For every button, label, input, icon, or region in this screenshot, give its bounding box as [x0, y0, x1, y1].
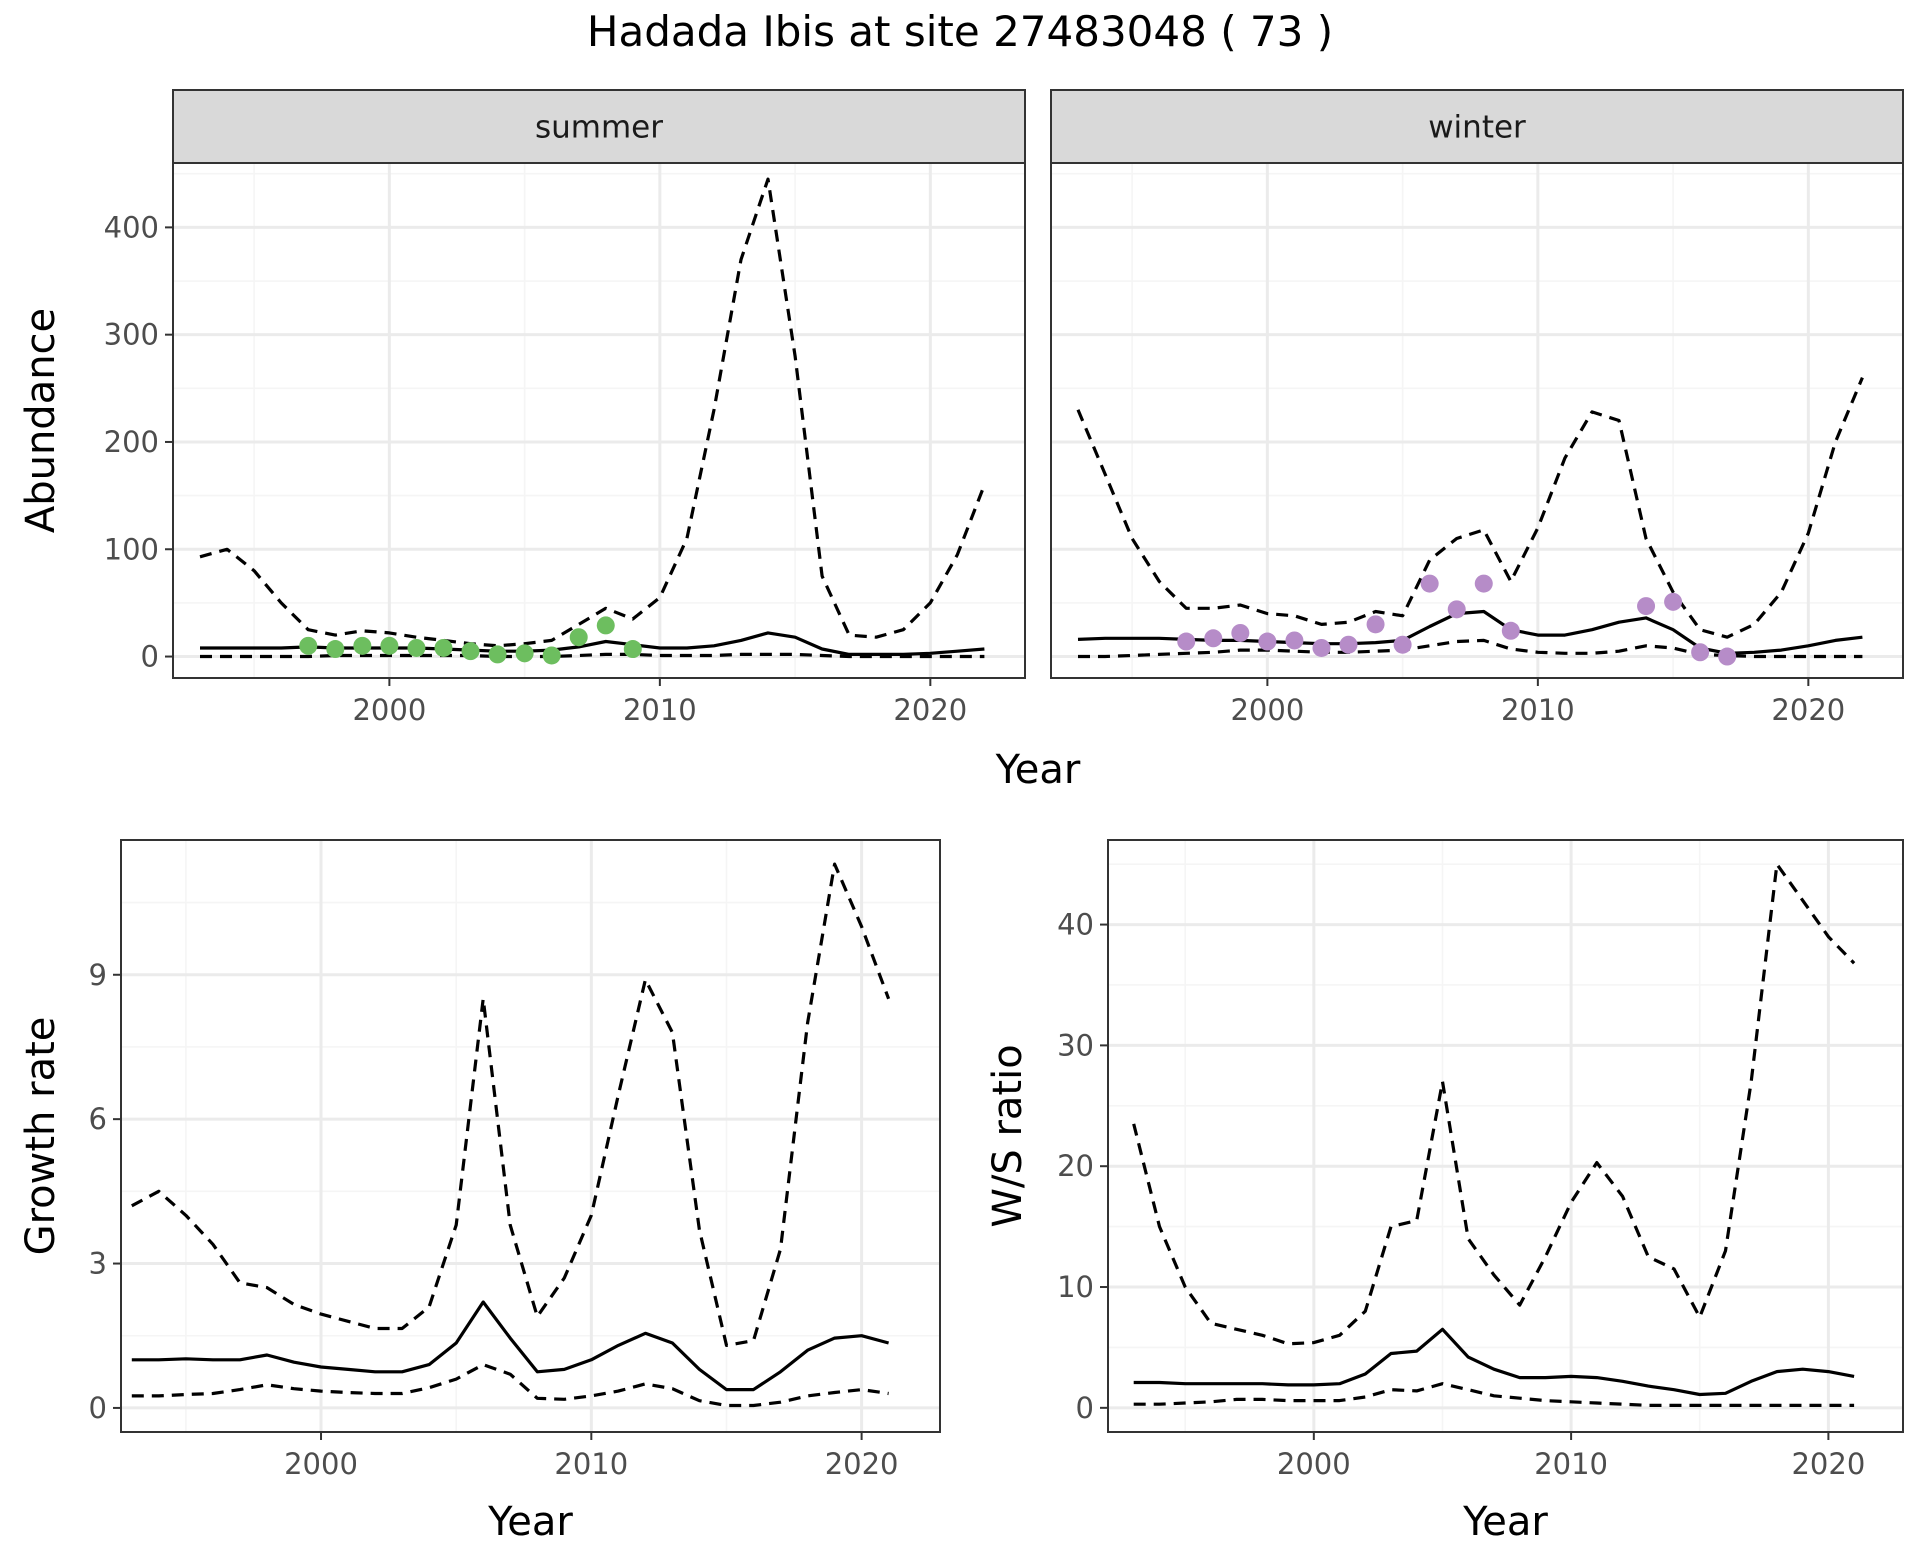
- series-line-upper: [131, 862, 891, 1347]
- series-group: [131, 862, 891, 1408]
- x-axis-title: Year: [1462, 1499, 1548, 1545]
- data-point: [1177, 632, 1196, 651]
- data-point: [461, 642, 480, 661]
- series-line-lower: [1133, 1382, 1855, 1407]
- data-point: [380, 636, 399, 655]
- data-point: [1231, 623, 1250, 642]
- panel-background: [173, 163, 1025, 678]
- series-line-mean: [131, 1300, 890, 1392]
- y-axis-title: Growth rate: [18, 1017, 64, 1256]
- series-group: [199, 177, 986, 665]
- y-tick-label: 9: [89, 958, 107, 992]
- data-point: [1339, 635, 1358, 654]
- x-tick-label: 2000: [1230, 693, 1304, 727]
- series-line-upper: [199, 177, 986, 648]
- y-tick-label: 200: [104, 425, 159, 459]
- y-tick-label: 10: [1057, 1270, 1094, 1304]
- figure-title: Hadada Ibis at site 27483048 ( 73 ): [587, 7, 1333, 56]
- data-point: [542, 646, 561, 665]
- y-tick-label: 6: [89, 1102, 107, 1136]
- data-point: [1691, 643, 1710, 662]
- series-line-upper: [1132, 862, 1856, 1346]
- series-line-lower: [131, 1363, 889, 1408]
- data-point: [515, 644, 534, 663]
- data-point: [488, 645, 507, 664]
- y-tick-label: 400: [104, 210, 159, 244]
- x-tick-label: 2010: [623, 693, 697, 727]
- y-tick-label: 0: [141, 640, 159, 674]
- data-point: [1718, 647, 1737, 666]
- data-point: [1366, 615, 1385, 634]
- panel-summer: summer 2000 2010 2020 0 100 200 300 400 Abundance: [18, 89, 1026, 727]
- y-tick-label: 300: [104, 318, 159, 352]
- y-axis-title: Abundance: [18, 308, 64, 533]
- facet-strip-label: summer: [535, 110, 663, 146]
- data-point: [1285, 631, 1304, 650]
- data-point: [1501, 621, 1520, 640]
- panel-growth: 2000 2010 2020 0 3 6 9 Year Growth rate: [18, 839, 941, 1545]
- x-tick-label: 2020: [825, 1447, 899, 1481]
- data-point: [1664, 592, 1683, 611]
- x-tick-label: 2000: [1277, 1447, 1351, 1481]
- data-point: [434, 638, 453, 657]
- x-axis-title-top: Year: [995, 747, 1081, 793]
- y-tick-label: 20: [1057, 1149, 1094, 1183]
- data-point: [1258, 632, 1277, 651]
- facet-strip: [1050, 89, 1904, 164]
- x-tick-label: 2020: [893, 693, 967, 727]
- panel-background: [1051, 163, 1903, 678]
- data-point: [299, 636, 318, 655]
- panel-background: [1108, 840, 1903, 1432]
- panel-border: [120, 839, 941, 1433]
- x-axis-title: Year: [487, 1499, 573, 1545]
- data-point: [353, 636, 372, 655]
- data-point: [1204, 629, 1223, 648]
- y-tick-label: 0: [1076, 1391, 1094, 1425]
- y-tick-label: 40: [1057, 908, 1094, 942]
- data-point: [623, 640, 642, 659]
- y-tick-label: 0: [89, 1391, 107, 1425]
- data-point: [1420, 574, 1439, 593]
- x-tick-label: 2020: [1791, 1447, 1865, 1481]
- panel-background: [121, 840, 940, 1432]
- data-point: [407, 638, 426, 657]
- data-point: [1393, 635, 1412, 654]
- x-tick-label: 2010: [554, 1447, 628, 1481]
- x-tick-label: 2020: [1771, 693, 1845, 727]
- x-tick-label: 2010: [1501, 693, 1575, 727]
- data-point: [1474, 574, 1493, 593]
- x-tick-label: 2000: [284, 1447, 358, 1481]
- series-line-lower: [1078, 638, 1863, 659]
- data-point: [569, 628, 588, 647]
- series-group: [1132, 862, 1856, 1407]
- panel-ratio: 2000 2010 2020 0 10 20 30 40 Year W/S ratio: [985, 839, 1904, 1545]
- y-tick-label: 30: [1057, 1028, 1094, 1062]
- panel-winter: winter 2000 2010 2020: [1050, 89, 1904, 727]
- y-tick-label: 100: [104, 532, 159, 566]
- data-point: [326, 640, 345, 659]
- x-tick-label: 2010: [1534, 1447, 1608, 1481]
- data-point: [1637, 597, 1656, 616]
- facet-strip: [172, 89, 1026, 164]
- series-line-upper: [1076, 376, 1864, 639]
- data-point: [1312, 638, 1331, 657]
- y-axis-title: W/S ratio: [985, 1044, 1031, 1227]
- x-tick-label: 2000: [352, 693, 426, 727]
- series-group: [1076, 376, 1864, 666]
- panel-border: [1107, 839, 1904, 1433]
- series-line-mean: [1133, 1327, 1855, 1397]
- y-tick-label: 3: [89, 1247, 107, 1281]
- data-point: [596, 616, 615, 635]
- data-point: [1447, 600, 1466, 619]
- facet-strip-label: winter: [1428, 110, 1526, 146]
